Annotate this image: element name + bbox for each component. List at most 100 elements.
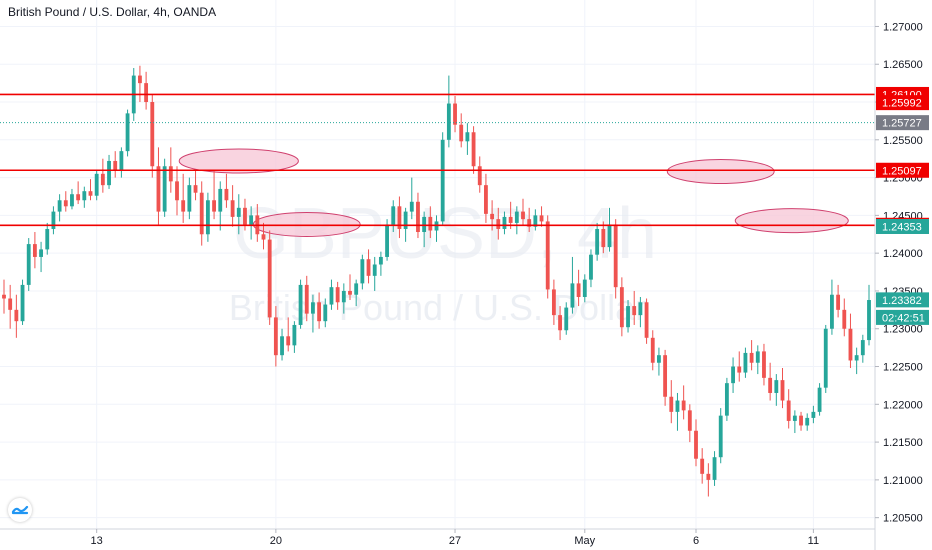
candle-body <box>817 387 822 412</box>
candle-body <box>378 256 383 265</box>
candle-body <box>700 458 705 474</box>
price-tick-label: 1.22000 <box>883 399 923 411</box>
candle-body <box>199 192 204 235</box>
candle-body <box>755 351 760 363</box>
candle-body <box>533 215 538 227</box>
candle-body <box>521 211 525 220</box>
candle-body <box>2 294 6 299</box>
symbol-watermark: GBPUSD, 4h British Pound / U.S. Dollar <box>229 194 657 328</box>
candle-body <box>694 430 698 459</box>
candle-body <box>205 200 210 235</box>
candle-body <box>589 254 593 280</box>
candle-body <box>854 355 859 361</box>
candle-body <box>348 290 352 295</box>
candle-body <box>243 207 247 225</box>
price-tick-label: 1.26500 <box>883 59 923 71</box>
candle-body <box>366 259 371 276</box>
price-tick-label: 1.21500 <box>883 437 923 449</box>
candle-body <box>663 355 668 397</box>
time-tick-label: 20 <box>270 535 282 547</box>
candle-body <box>681 400 686 411</box>
candle-body <box>51 211 56 229</box>
candle-body <box>304 284 309 314</box>
highlight-zone <box>178 148 299 174</box>
candle-body <box>335 287 340 303</box>
candle-body <box>32 244 37 257</box>
price-tick-label: 1.20500 <box>883 513 923 525</box>
candle-body <box>595 228 600 255</box>
candle-body <box>8 298 13 310</box>
candles <box>2 65 871 497</box>
candle-body <box>842 309 847 329</box>
candle-body <box>292 324 297 346</box>
candle-body <box>811 411 816 418</box>
candle-body <box>570 283 575 308</box>
candle-body <box>57 200 62 212</box>
candle-body <box>502 216 507 229</box>
candle-body <box>249 215 254 225</box>
candle-body <box>144 83 149 103</box>
price-label-text: 1.23382 <box>882 295 922 307</box>
candle-body <box>181 200 186 212</box>
candle-body <box>792 415 797 421</box>
candle-body <box>848 328 853 361</box>
candle-body <box>70 194 74 207</box>
candle-body <box>484 185 488 214</box>
candle-body <box>193 185 198 193</box>
candle-body <box>317 302 322 322</box>
candle-body <box>712 457 717 480</box>
price-labels: 1.261001.259921.257271.250971.243691.243… <box>876 86 929 325</box>
candle-body <box>619 287 624 328</box>
candle-body <box>63 200 68 207</box>
candle-body <box>867 300 871 341</box>
candle-body <box>230 200 235 217</box>
candle-body <box>212 200 216 212</box>
candle-body <box>638 302 643 316</box>
price-tick-label: 1.22500 <box>883 362 923 374</box>
candle-body <box>465 132 470 142</box>
price-tick-label: 1.23000 <box>883 324 923 336</box>
candle-body <box>76 194 81 201</box>
candle-body <box>490 213 495 220</box>
price-tick-label: 1.27000 <box>883 21 923 33</box>
candle-body <box>45 228 50 250</box>
candle-body <box>94 173 99 196</box>
tradingview-logo-icon[interactable] <box>8 498 32 522</box>
candle-body <box>706 473 711 480</box>
chart-title: British Pound / U.S. Dollar, 4h, OANDA <box>8 5 217 19</box>
candle-body <box>743 352 748 373</box>
horizontal-levels[interactable] <box>0 93 875 227</box>
price-axis[interactable]: 1.270001.265001.260001.255001.250001.245… <box>874 0 923 550</box>
candle-body <box>100 173 105 186</box>
candle-body <box>236 207 241 217</box>
candle-body <box>354 283 359 295</box>
candle-body <box>459 124 464 142</box>
candle-body <box>409 201 414 212</box>
candle-body <box>799 415 803 426</box>
candle-body <box>514 211 519 223</box>
candle-body <box>298 284 303 325</box>
price-label-box <box>876 218 929 234</box>
price-label-box <box>876 309 929 325</box>
candle-body <box>471 132 476 167</box>
chart-grid <box>0 0 875 529</box>
candle-body <box>823 328 828 388</box>
candle-body <box>613 224 618 288</box>
candle-body <box>836 294 841 310</box>
candle-body <box>150 102 155 167</box>
time-axis[interactable]: 132027May6111825 <box>0 528 932 547</box>
candle-body <box>168 166 173 182</box>
candle-body <box>644 302 649 338</box>
candle-body <box>82 191 87 201</box>
candle-body <box>403 211 408 229</box>
price-label-text: 1.25097 <box>882 165 922 177</box>
candle-body <box>273 317 278 356</box>
time-tick-label: May <box>574 535 595 547</box>
price-label-box <box>876 115 929 131</box>
candle-body <box>113 160 118 171</box>
price-label-box <box>876 292 929 308</box>
candle-body <box>477 166 482 186</box>
highlight-zone <box>252 211 361 237</box>
candle-body <box>218 188 223 212</box>
